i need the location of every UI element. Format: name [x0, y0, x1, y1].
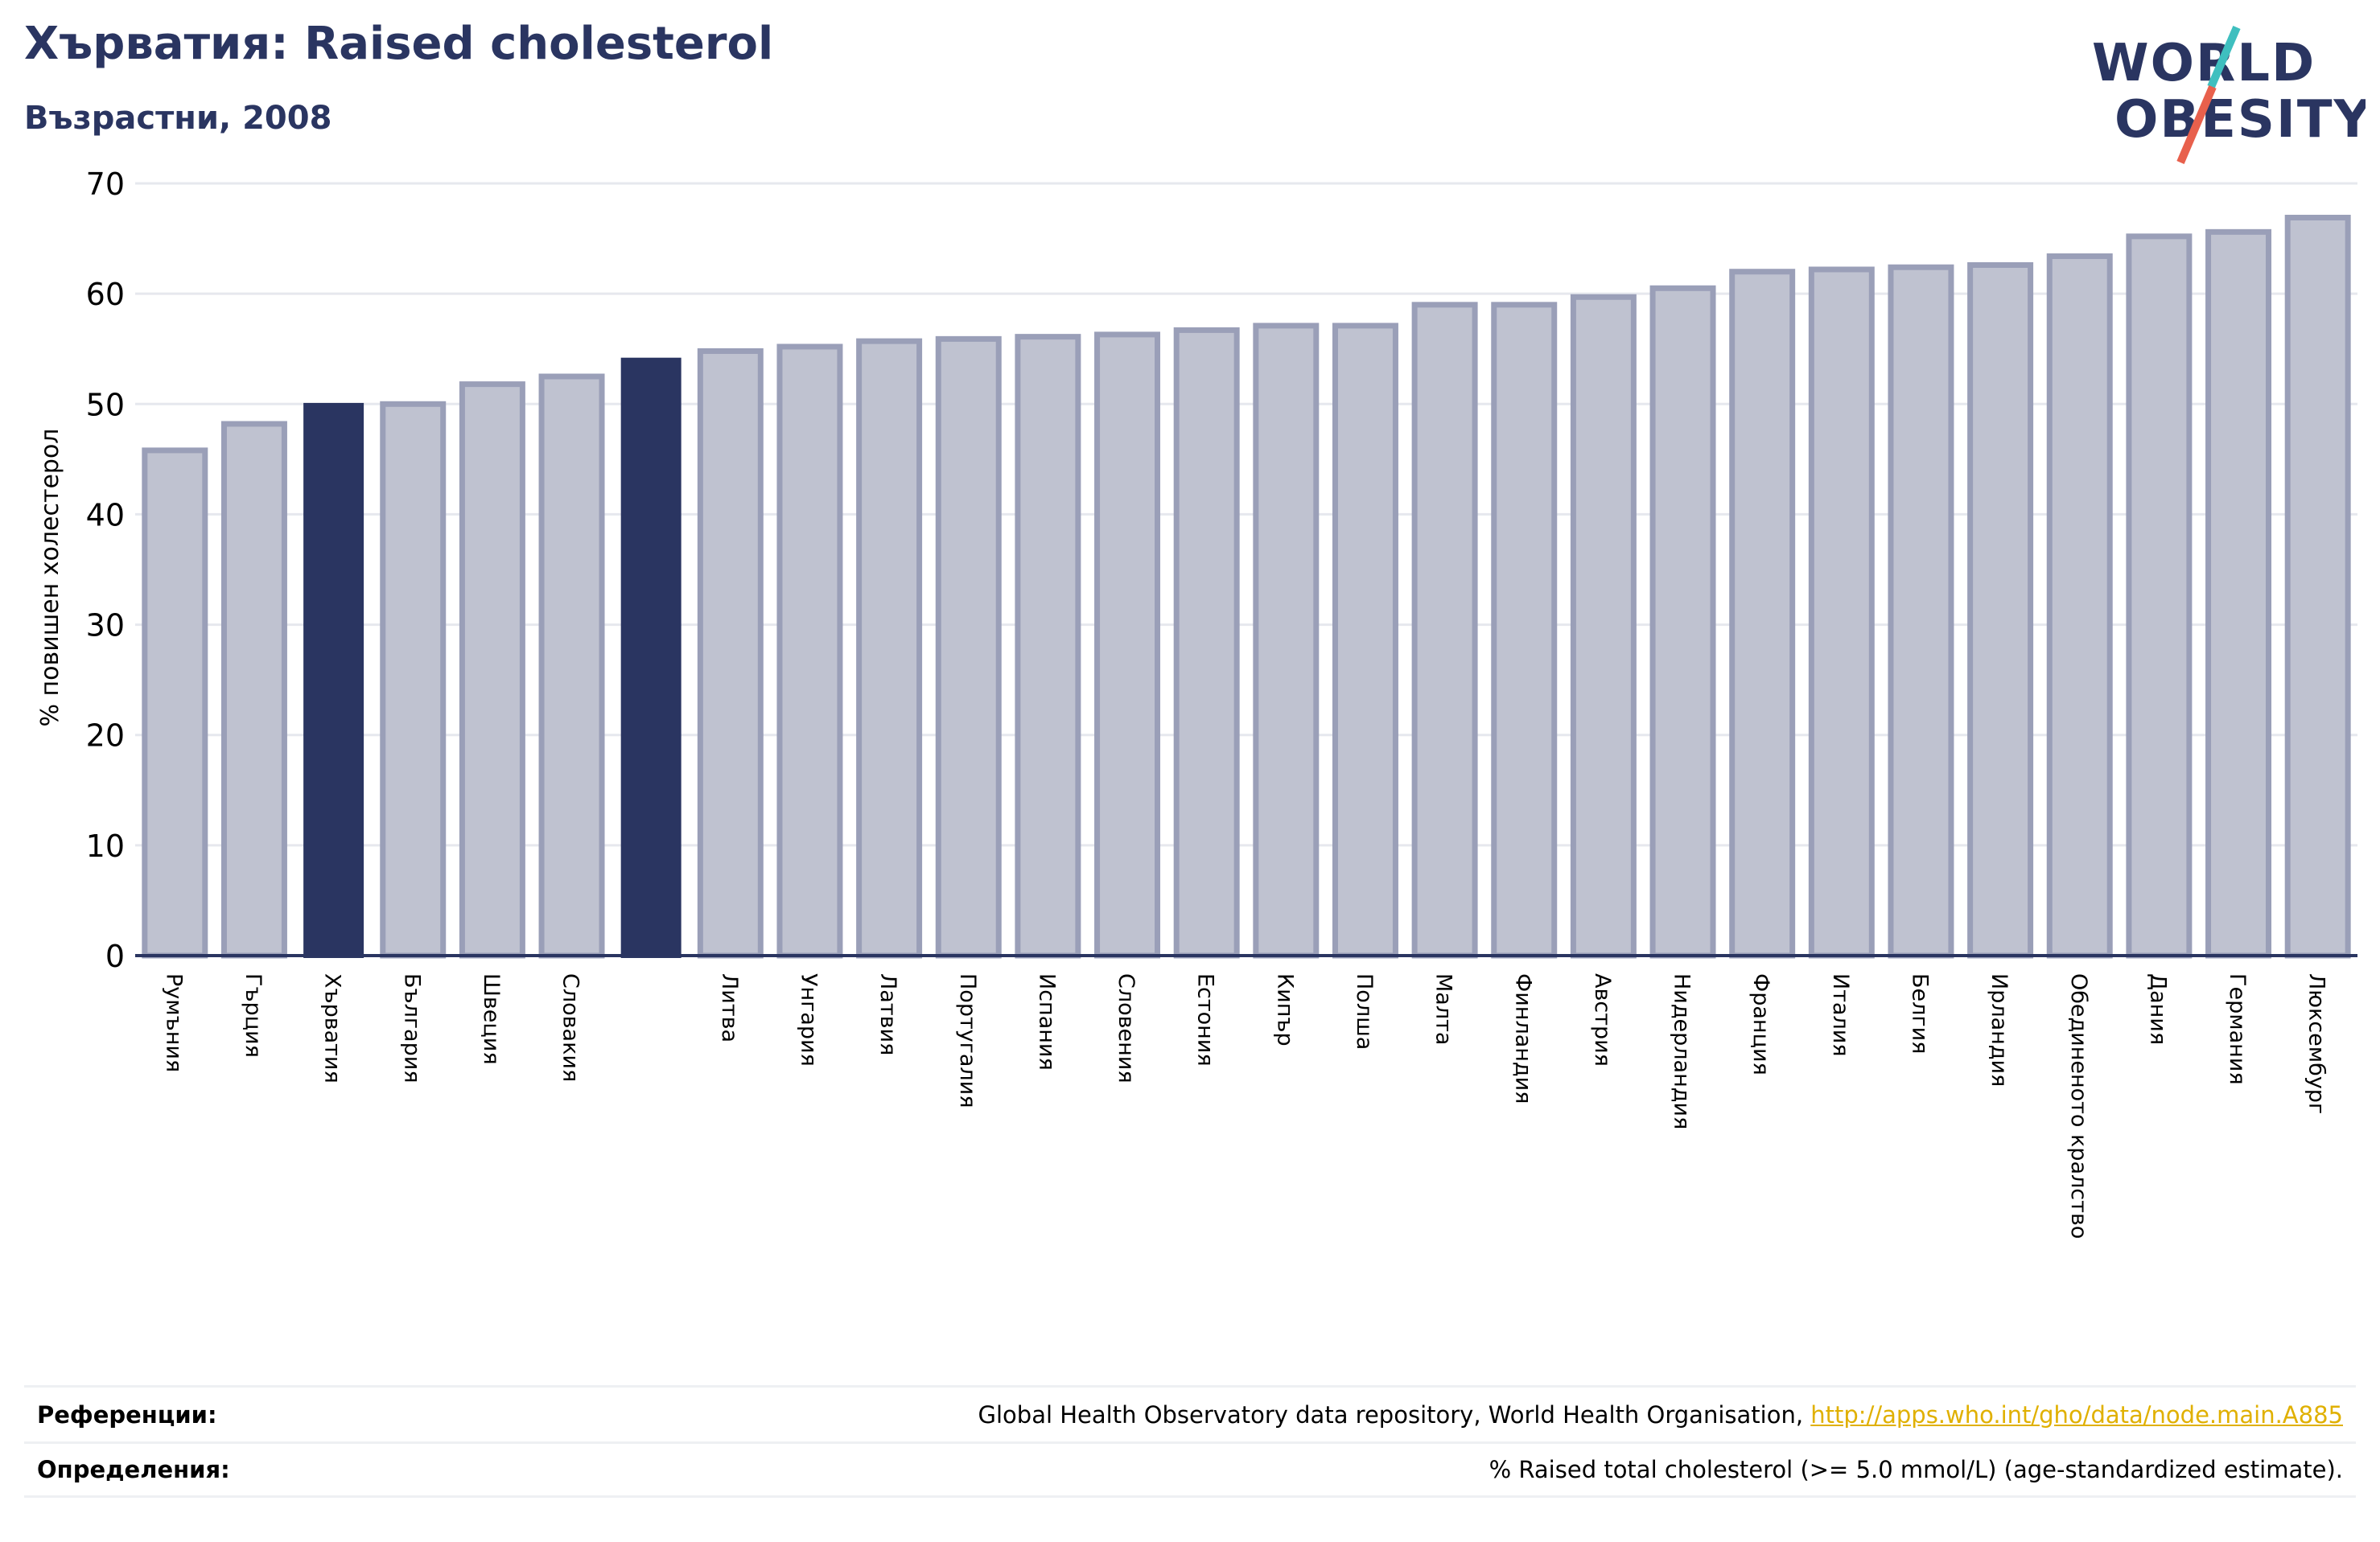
x-tick-label: Унгария: [796, 973, 821, 1067]
bar: [1094, 331, 1161, 959]
x-tick-label: Литва: [717, 973, 742, 1042]
x-tick-label: Дания: [2145, 973, 2170, 1045]
bar: [2126, 233, 2193, 959]
bar: [1253, 323, 1320, 959]
x-tick-label: Португалия: [955, 973, 980, 1108]
bar: [856, 338, 923, 959]
x-tick-label: Румъния: [161, 973, 186, 1072]
y-tick-label: 40: [86, 497, 125, 533]
y-tick-label: 70: [86, 167, 125, 202]
bar: [380, 401, 447, 959]
definitions-text: % Raised total cholesterol (>= 5.0 mmol/…: [1489, 1456, 2343, 1483]
bar: [459, 381, 525, 959]
bar: [620, 357, 681, 959]
x-tick-label: Италия: [1828, 973, 1853, 1057]
x-tick-label: Словакия: [558, 973, 583, 1082]
x-tick-label: България: [399, 973, 424, 1084]
bar: [2046, 253, 2113, 959]
bar: [697, 347, 764, 959]
logo-slash-teal: [2207, 26, 2241, 88]
x-tick-label: Полша: [1352, 973, 1377, 1050]
x-tick-label: Нидерландия: [1670, 973, 1694, 1129]
y-axis-ticks: 0 10 20 30 40 50 60 70: [86, 167, 125, 974]
bar: [1411, 302, 1478, 959]
y-axis-label: % повишен холестерол: [36, 429, 64, 727]
x-tick-label: Гърция: [241, 973, 266, 1058]
y-tick-label: 10: [86, 829, 125, 864]
bar: [2205, 228, 2272, 959]
bar: [1570, 294, 1637, 959]
bar: [1729, 269, 1796, 959]
bar: [1888, 264, 1954, 959]
definitions-label: Определения:: [37, 1456, 230, 1483]
logo-word-obesity: OBESITY: [2114, 90, 2366, 150]
x-tick-label: Обединеното кралство: [2066, 973, 2091, 1239]
world-obesity-logo: WORLD OBESITY: [2092, 26, 2366, 164]
references-label: Референции:: [37, 1400, 217, 1429]
x-tick-label: Германия: [2225, 973, 2250, 1085]
references-table: Референции: Global Health Observatory da…: [24, 1385, 2356, 1498]
references-row: Референции: Global Health Observatory da…: [24, 1385, 2356, 1441]
y-tick-label: 0: [105, 939, 125, 974]
references-link[interactable]: http://apps.who.int/gho/data/node.main.A…: [1810, 1400, 2343, 1429]
y-tick-label: 30: [86, 608, 125, 644]
bar: [1649, 285, 1716, 959]
bar: [1967, 261, 2034, 959]
x-tick-label: Австрия: [1590, 973, 1615, 1067]
x-tick-label: Швеция: [479, 973, 504, 1065]
x-tick-label: Белгия: [1907, 973, 1932, 1054]
bar: [1332, 323, 1398, 959]
x-tick-label: Естония: [1193, 973, 1218, 1067]
bar-chart: 0 10 20 30 40 50 60 70 Румъния Гърция Хърватия Бъл…: [36, 167, 2357, 1239]
bar: [776, 343, 843, 959]
bar: [142, 447, 208, 959]
bar: [2284, 215, 2351, 959]
references-text: Global Health Observatory data repositor…: [978, 1400, 1811, 1429]
x-tick-label: Финландия: [1510, 973, 1535, 1104]
x-tick-label: Словения: [1114, 973, 1139, 1084]
y-tick-label: 50: [86, 387, 125, 422]
bar: [935, 335, 1002, 959]
bar: [220, 421, 287, 959]
y-tick-label: 20: [86, 718, 125, 754]
chart-subtitle: Възрастни, 2008: [24, 100, 332, 137]
x-tick-label: Испания: [1034, 973, 1059, 1071]
x-tick-label: Люксембург: [2304, 973, 2329, 1114]
logo-word-world: WORLD: [2092, 34, 2316, 93]
bar: [1491, 302, 1558, 959]
definitions-row: Определения: % Raised total cholesterol …: [24, 1441, 2356, 1498]
x-tick-label: Малта: [1431, 973, 1456, 1045]
bars: [142, 215, 2351, 959]
logo-slash-red: [2176, 85, 2217, 164]
x-tick-label: Кипър: [1272, 973, 1297, 1047]
y-tick-label: 60: [86, 277, 125, 312]
bar: [303, 402, 364, 958]
x-tick-label: Хърватия: [320, 973, 345, 1084]
x-tick-label: Латвия: [875, 973, 900, 1055]
bar: [1808, 266, 1875, 959]
x-tick-label: Ирландия: [1987, 973, 2011, 1087]
x-tick-label: Франция: [1748, 973, 1773, 1075]
chart-title: Хърватия: Raised cholesterol: [24, 18, 774, 70]
bar: [1015, 334, 1081, 959]
bar: [538, 373, 605, 959]
bar: [1173, 327, 1240, 959]
references-value: Global Health Observatory data repositor…: [978, 1401, 2343, 1429]
x-axis-labels: Румъния Гърция Хърватия България Швеция Слова…: [135, 954, 2357, 1239]
